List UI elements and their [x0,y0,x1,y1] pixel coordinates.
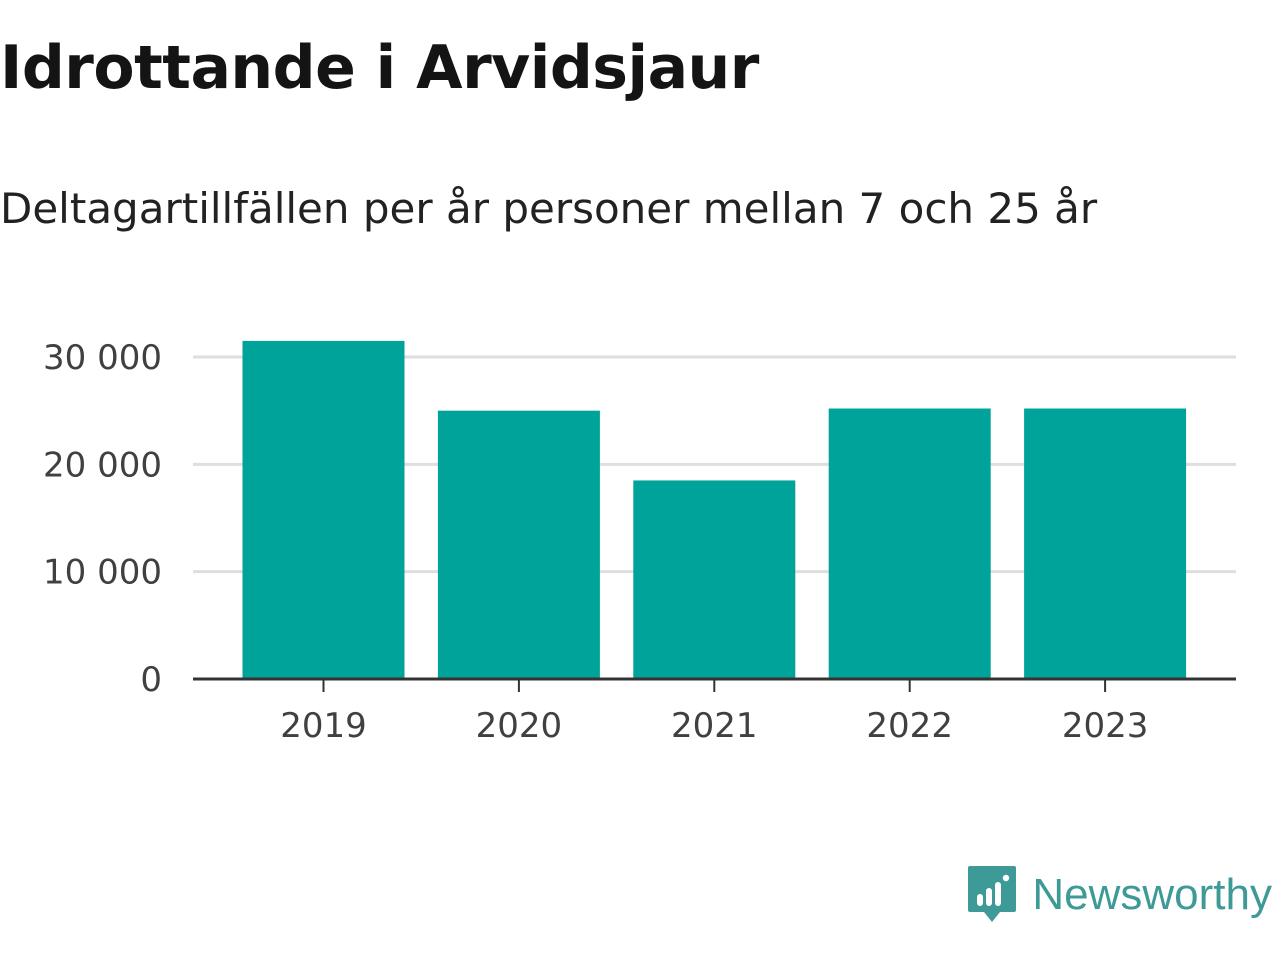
bar-2023 [1024,408,1187,679]
x-tick-label: 2021 [671,706,758,746]
bar-2019 [242,340,405,679]
x-tick-label: 2019 [280,706,367,746]
brand-logo-block: Newsworthy [966,864,1272,926]
axes: 0 10 000 20 000 30 000 2019 2020 2021 2022 2023 [43,338,1236,746]
y-tick-label: 20 000 [43,445,162,485]
bar-2022 [828,408,991,679]
bars [242,340,1187,679]
y-tick-label: 10 000 [43,553,162,593]
newsworthy-logo-icon [968,866,1017,922]
x-tick-label: 2023 [1062,706,1149,746]
brand-name: Newsworthy [1032,870,1272,919]
y-tick-label: 30 000 [43,338,162,378]
bar-2021 [633,480,796,679]
x-tick-label: 2020 [476,706,563,746]
bar-2020 [437,410,600,679]
bar-chart: 0 10 000 20 000 30 000 2019 2020 2021 2022 2023 [43,338,1236,746]
y-tick-label: 0 [140,660,162,700]
chart-title: Idrottande i Arvidsjaur [0,33,759,103]
chart-subtitle: Deltagartillfällen per år personer mella… [0,184,1098,233]
x-tick-label: 2022 [866,706,953,746]
